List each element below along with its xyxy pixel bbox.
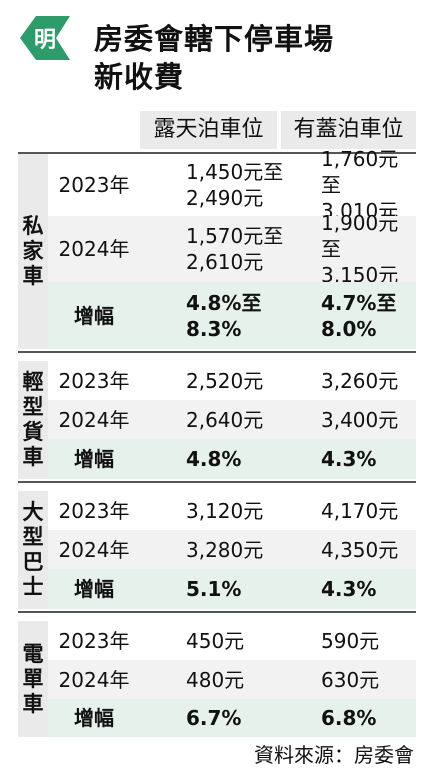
table-separator — [18, 481, 416, 483]
group-label: 私家車 — [18, 154, 48, 349]
year-cell: 2023年 — [58, 368, 130, 393]
increase-row: 增幅 6.7% 6.8% — [48, 699, 416, 737]
open-air-fee: 1,570元至 2,610元 — [186, 224, 284, 274]
year-cell: 2024年 — [58, 237, 130, 261]
open-air-fee: 1,450元至 2,490元 — [186, 160, 284, 210]
newspaper-logo: 明 — [18, 16, 70, 60]
open-air-increase: 6.7% — [186, 706, 242, 730]
increase-label: 增幅 — [74, 447, 114, 471]
open-air-fee: 2,640元 — [186, 407, 264, 432]
increase-label: 增幅 — [74, 706, 114, 730]
table-row: 2024年 3,280元 4,350元 — [48, 530, 416, 569]
title-line-2: 新收費 — [94, 60, 185, 94]
open-air-fee: 450元 — [186, 628, 245, 653]
table-row: 2024年 2,640元 3,400元 — [48, 400, 416, 439]
covered-fee: 590元 — [321, 628, 380, 653]
covered-fee: 4,350元 — [321, 537, 399, 562]
year-cell: 2024年 — [58, 407, 130, 432]
group-label: 電單車 — [18, 621, 48, 737]
title-line-1: 房委會轄下停車場 — [94, 22, 335, 56]
table-separator — [18, 152, 416, 154]
covered-increase: 4.7%至 8.0% — [321, 290, 397, 341]
group-large-bus: 大型巴士 2023年 3,120元 4,170元 2024年 3,280元 4,… — [18, 491, 416, 609]
increase-label: 增幅 — [74, 303, 114, 328]
covered-fee: 3,400元 — [321, 407, 399, 432]
table-row: 2023年 1,450元至 2,490元 1,760元至 3,010元 — [48, 147, 416, 223]
covered-fee: 3,260元 — [321, 368, 399, 393]
group-private-car: 私家車 2023年 1,450元至 2,490元 1,760元至 3,010元 20… — [18, 147, 416, 349]
open-air-fee: 3,120元 — [186, 498, 264, 523]
open-air-increase: 4.8% — [186, 447, 242, 471]
covered-increase: 6.8% — [321, 706, 377, 730]
covered-fee: 4,170元 — [321, 498, 399, 523]
table-row: 2023年 3,120元 4,170元 — [48, 491, 416, 530]
increase-row: 增幅 4.8%至 8.3% 4.7%至 8.0% — [48, 282, 416, 349]
group-label: 大型巴士 — [18, 491, 48, 609]
column-header-covered: 有蓋泊車位 — [281, 111, 416, 149]
group-light-goods-vehicle: 輕型貨車 2023年 2,520元 3,260元 2024年 2,640元 3,… — [18, 361, 416, 479]
open-air-fee: 3,280元 — [186, 537, 264, 562]
covered-increase: 4.3% — [321, 447, 377, 471]
year-cell: 2023年 — [58, 498, 130, 523]
year-cell: 2024年 — [58, 537, 130, 562]
increase-row: 增幅 4.8% 4.3% — [48, 439, 416, 479]
table-row: 2024年 1,570元至 2,610元 1,900元至 3,150元 — [48, 211, 416, 287]
header: 明 房委會轄下停車場 新收費 — [0, 0, 430, 100]
table-separator — [18, 351, 416, 353]
table-row: 2024年 480元 630元 — [48, 660, 416, 699]
year-cell: 2024年 — [58, 667, 130, 692]
covered-increase: 4.3% — [321, 577, 377, 601]
page-title: 房委會轄下停車場 新收費 — [94, 20, 334, 96]
covered-fee: 630元 — [321, 667, 380, 692]
open-air-increase: 4.8%至 8.3% — [186, 290, 262, 341]
source-note: 資料來源：房委會 — [254, 743, 414, 767]
group-motorcycle: 電單車 2023年 450元 590元 2024年 480元 630元 增幅 6… — [18, 621, 416, 737]
group-label: 輕型貨車 — [18, 361, 48, 479]
increase-row: 增幅 5.1% 4.3% — [48, 569, 416, 609]
year-cell: 2023年 — [58, 173, 130, 197]
increase-label: 增幅 — [74, 577, 114, 601]
covered-fee: 1,900元至 3,150元 — [321, 211, 399, 287]
covered-fee: 1,760元至 3,010元 — [321, 147, 399, 223]
open-air-fee: 480元 — [186, 667, 245, 692]
open-air-fee: 2,520元 — [186, 368, 264, 393]
table-row: 2023年 2,520元 3,260元 — [48, 361, 416, 400]
column-header-open-air: 露天泊車位 — [140, 111, 277, 149]
year-cell: 2023年 — [58, 628, 130, 653]
open-air-increase: 5.1% — [186, 577, 242, 601]
logo-char: 明 — [34, 28, 56, 53]
table-row: 2023年 450元 590元 — [48, 621, 416, 660]
table-separator — [18, 611, 416, 613]
